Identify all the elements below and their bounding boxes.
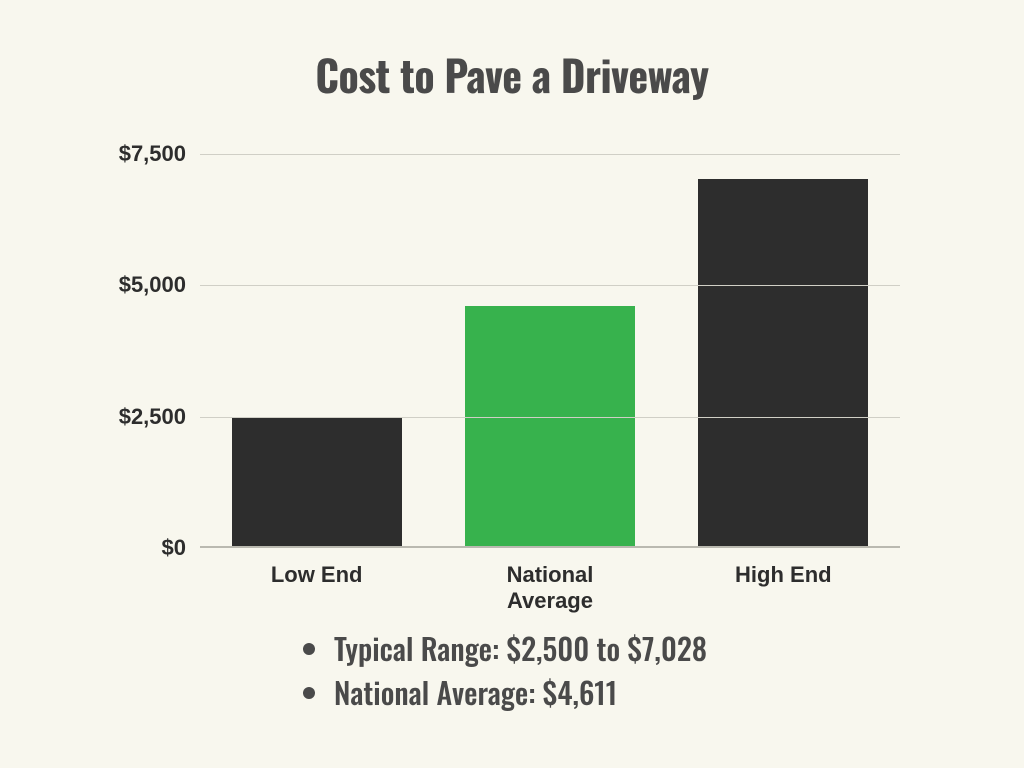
bars-group: [200, 154, 900, 548]
gridline: [200, 285, 900, 286]
y-tick-label: $5,000: [66, 272, 186, 298]
x-axis-label: National Average: [465, 562, 635, 614]
gridline: [200, 417, 900, 418]
bar: [465, 306, 635, 548]
gridline: [200, 154, 900, 155]
y-tick-label: $0: [66, 535, 186, 561]
y-tick-label: $2,500: [66, 404, 186, 430]
y-tick-label: $7,500: [66, 141, 186, 167]
summary-bullets: Typical Range: $2,500 to $7,028National …: [306, 626, 707, 714]
summary-bullet-item: National Average: $4,611: [334, 670, 707, 714]
plot-area: [200, 154, 900, 548]
x-axis-labels: Low End National Average High End: [200, 562, 900, 614]
x-axis-label: High End: [698, 562, 868, 614]
bar: [698, 179, 868, 548]
summary-bullet-item: Typical Range: $2,500 to $7,028: [334, 626, 707, 670]
bar: [232, 417, 402, 548]
x-axis-line: [200, 546, 900, 548]
x-axis-label: Low End: [232, 562, 402, 614]
